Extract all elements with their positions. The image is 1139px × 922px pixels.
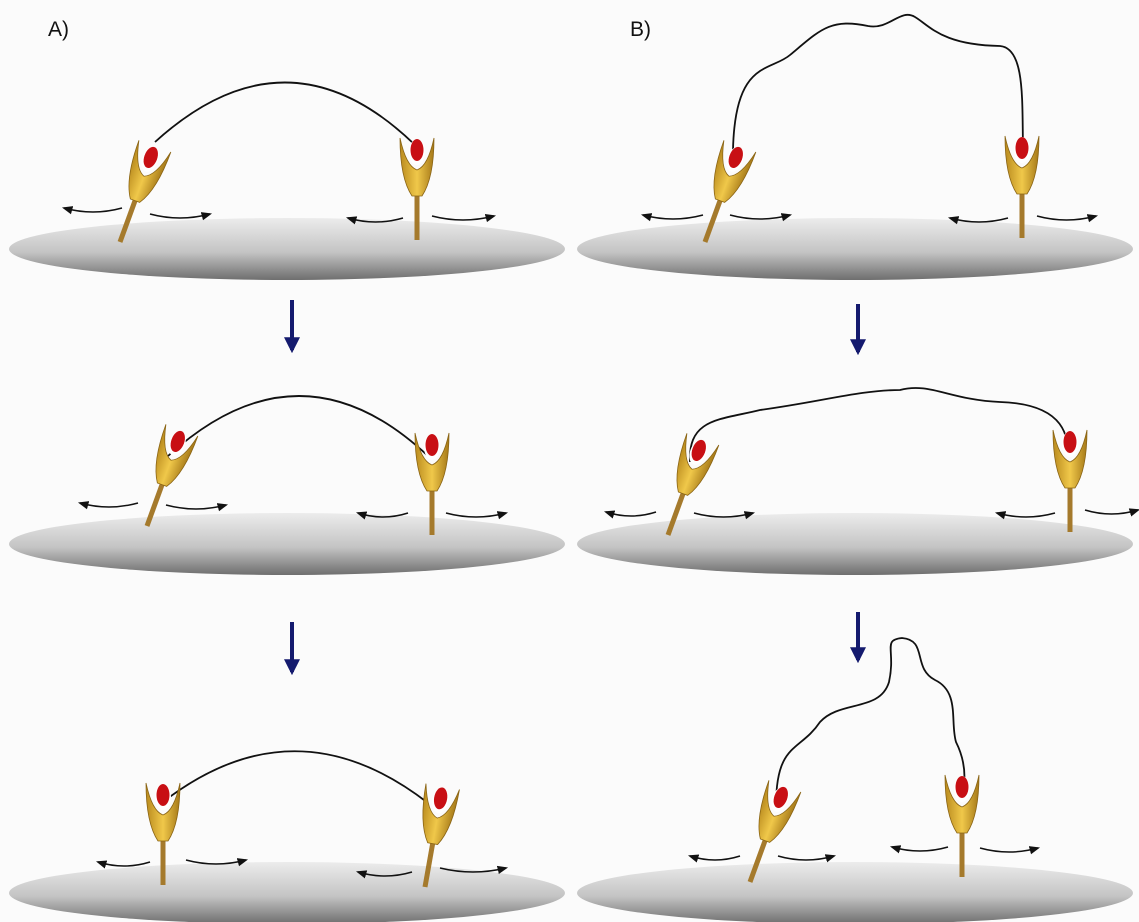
- panel-label: A): [48, 18, 69, 41]
- diffusion-arrow: [446, 513, 506, 517]
- diffusion-arrow: [1085, 510, 1138, 514]
- diffusion-arrow: [730, 215, 790, 219]
- linker: [690, 388, 1068, 462]
- receptor-shape: [1053, 430, 1087, 532]
- diagram: A) B): [0, 0, 1139, 922]
- diffusion-arrow: [64, 208, 122, 212]
- diffusion-arrow: [892, 847, 948, 851]
- diffusion-arrow: [1037, 216, 1096, 220]
- diffusion-arrow: [643, 215, 703, 219]
- diffusion-arrow: [606, 512, 656, 516]
- page: A) B) (() => { const data = JSON.parse(d…: [0, 0, 1139, 922]
- membrane: [577, 862, 1133, 922]
- linker: [155, 82, 414, 144]
- membrane: [9, 218, 565, 280]
- linker: [733, 15, 1023, 150]
- diffusion-arrow: [166, 505, 226, 509]
- panel-label: B): [630, 18, 651, 41]
- receptor: [945, 775, 979, 877]
- receptor: [1053, 430, 1087, 532]
- diffusion-arrow: [778, 856, 834, 860]
- diffusion-arrow: [997, 513, 1055, 517]
- membrane: [577, 218, 1133, 280]
- diffusion-arrow: [432, 216, 494, 220]
- diffusion-arrow: [150, 214, 210, 218]
- diffusion-arrow: [98, 862, 150, 866]
- diffusion-arrow: [690, 856, 740, 860]
- diffusion-arrow: [80, 503, 138, 507]
- receptor-shape: [1005, 136, 1039, 238]
- diffusion-arrow: [980, 848, 1038, 852]
- linker: [776, 638, 964, 806]
- membrane: [9, 513, 565, 575]
- receptor-shape: [945, 775, 979, 877]
- linker: [168, 396, 428, 456]
- membrane: [577, 513, 1133, 575]
- linker: [163, 751, 428, 803]
- receptor: [1005, 136, 1039, 238]
